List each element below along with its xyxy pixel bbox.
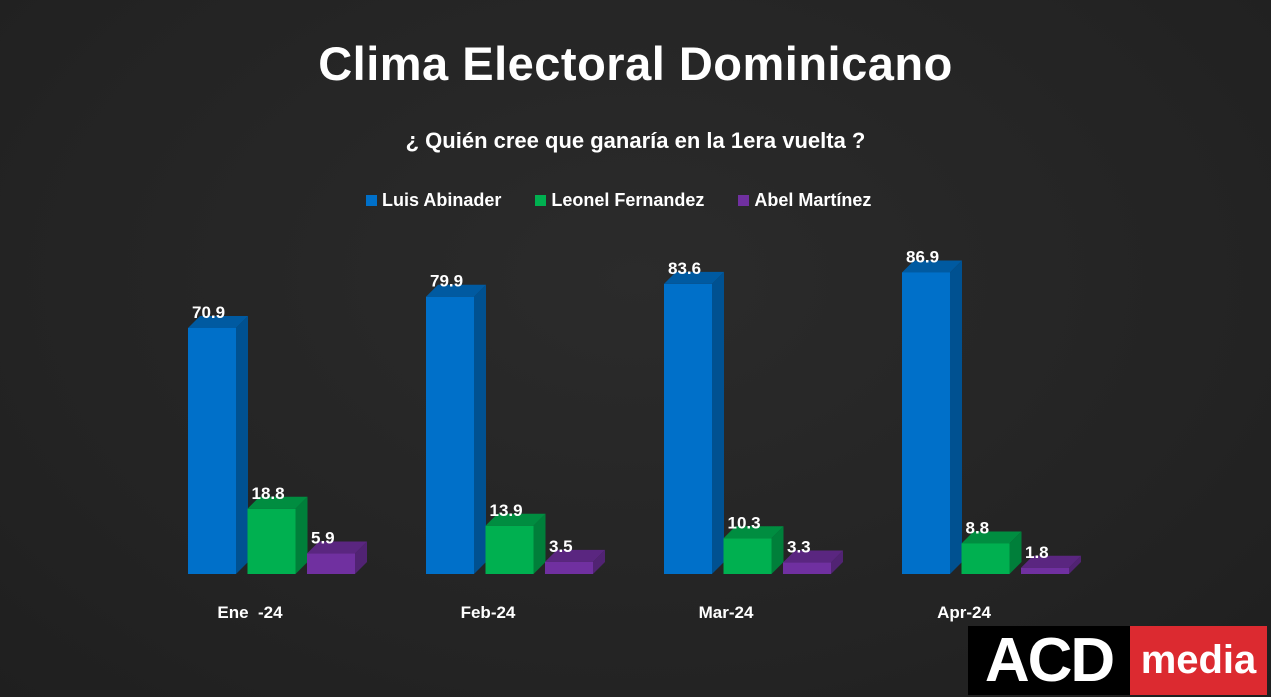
bar-top-luis-abinader — [902, 260, 962, 273]
data-label-abel-mart-nez: 3.5 — [549, 537, 573, 556]
acd-media-logo: ACD media — [968, 626, 1267, 695]
bar-side-leonel-fernandez — [771, 526, 784, 574]
legend-swatch-fernandez — [535, 195, 547, 206]
legend-item-martinez: Abel Martínez — [738, 190, 871, 211]
bar-side-luis-abinader — [950, 260, 962, 574]
bar-side-abel-mart-nez — [1069, 555, 1081, 574]
bar-top-leonel-fernandez — [485, 513, 546, 526]
logo-acd-text: ACD — [968, 626, 1130, 695]
bar-leonel-fernandez — [247, 508, 296, 574]
bar-side-leonel-fernandez — [533, 513, 546, 574]
bar-top-abel-mart-nez — [307, 541, 367, 554]
bar-abel-mart-nez — [545, 561, 593, 574]
legend-swatch-martinez — [738, 195, 750, 206]
bar-luis-abinader — [188, 327, 236, 574]
data-label-luis-abinader: 83.6 — [668, 259, 701, 278]
data-label-abel-mart-nez: 5.9 — [311, 529, 335, 548]
x-tick-label: Apr-24 — [937, 603, 991, 622]
bar-side-luis-abinader — [236, 315, 248, 574]
bar-side-luis-abinader — [712, 271, 724, 574]
bar-side-leonel-fernandez — [295, 496, 308, 574]
logo-media-text: media — [1130, 626, 1267, 695]
bar-leonel-fernandez — [961, 543, 1010, 574]
bar-luis-abinader — [426, 296, 474, 574]
bar-leonel-fernandez — [723, 538, 772, 574]
bar-top-abel-mart-nez — [1021, 555, 1081, 568]
bar-luis-abinader — [664, 283, 712, 574]
bar-top-leonel-fernandez — [723, 526, 784, 539]
legend-swatch-abinader — [366, 195, 377, 206]
bar-top-luis-abinader — [664, 271, 724, 284]
bar-abel-mart-nez — [783, 562, 831, 574]
bar-top-luis-abinader — [188, 315, 248, 328]
x-tick-label: Feb-24 — [461, 603, 516, 622]
bar-side-abel-mart-nez — [593, 549, 605, 574]
data-label-luis-abinader: 86.9 — [906, 247, 939, 266]
bar-leonel-fernandez — [485, 525, 534, 574]
data-label-abel-mart-nez: 1.8 — [1025, 543, 1049, 562]
legend-label: Luis Abinader — [382, 190, 502, 210]
data-label-luis-abinader: 70.9 — [192, 303, 225, 322]
data-label-leonel-fernandez: 18.8 — [252, 484, 285, 503]
data-label-luis-abinader: 79.9 — [430, 272, 463, 291]
bar-top-abel-mart-nez — [545, 549, 605, 562]
legend-label: Leonel Fernandez — [551, 190, 705, 210]
chart-title: Clima Electoral Dominicano — [318, 37, 953, 90]
bar-top-leonel-fernandez — [247, 496, 308, 509]
bar-top-luis-abinader — [426, 284, 486, 297]
bar-side-abel-mart-nez — [831, 550, 843, 574]
bar-abel-mart-nez — [1021, 567, 1069, 574]
bar-side-luis-abinader — [474, 284, 486, 574]
legend-label: Abel Martínez — [754, 190, 872, 210]
chart-subtitle: ¿ Quién cree que ganaría en la 1era vuel… — [405, 128, 866, 153]
bar-top-abel-mart-nez — [783, 550, 843, 563]
bar-abel-mart-nez — [307, 553, 355, 574]
data-label-leonel-fernandez: 13.9 — [490, 501, 523, 520]
data-label-leonel-fernandez: 10.3 — [728, 513, 761, 532]
bar-top-leonel-fernandez — [961, 531, 1022, 544]
bar-side-abel-mart-nez — [355, 541, 367, 574]
legend: Luis Abinader Leonel Fernandez Abel Mart… — [366, 190, 871, 211]
legend-item-fernandez: Leonel Fernandez — [535, 190, 704, 211]
data-label-abel-mart-nez: 3.3 — [787, 538, 811, 557]
legend-item-abinader: Luis Abinader — [366, 190, 501, 211]
x-tick-label: Ene -24 — [217, 603, 283, 622]
bar-side-leonel-fernandez — [1009, 531, 1022, 574]
bar-luis-abinader — [902, 272, 950, 574]
x-tick-label: Mar-24 — [699, 603, 754, 622]
data-label-leonel-fernandez: 8.8 — [966, 518, 990, 537]
